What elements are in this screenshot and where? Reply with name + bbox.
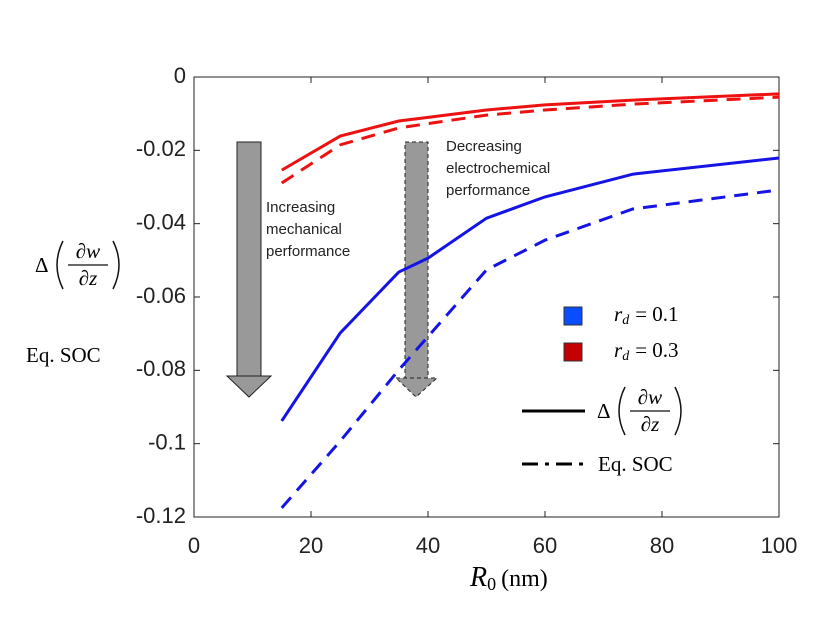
legend-label: Eq. SOC bbox=[598, 452, 673, 476]
y-tick-label: -0.02 bbox=[136, 136, 186, 161]
denominator: ∂z bbox=[641, 412, 660, 436]
label-part: = 0.3 bbox=[635, 338, 678, 362]
label-part: R bbox=[469, 562, 487, 593]
label-part: 0 bbox=[487, 574, 496, 594]
legend-swatch bbox=[563, 306, 583, 326]
label-part: = 0.1 bbox=[635, 302, 678, 326]
numerator: ∂w bbox=[76, 239, 100, 263]
x-tick-label: 20 bbox=[299, 533, 323, 558]
data-line bbox=[280, 95, 780, 185]
legend-label: Δ ∂w ∂z bbox=[597, 385, 682, 436]
x-tick-label: 60 bbox=[533, 533, 557, 558]
numerator: ∂w bbox=[638, 385, 662, 409]
label-part: (nm) bbox=[501, 566, 548, 592]
y-label-2: Eq. SOC bbox=[26, 343, 101, 367]
label-part: d bbox=[622, 349, 630, 364]
y-tick-label: -0.1 bbox=[148, 429, 186, 454]
x-tick-label: 100 bbox=[761, 533, 798, 558]
y-tick-label: -0.06 bbox=[136, 283, 186, 308]
denominator: ∂z bbox=[79, 266, 98, 290]
x-label: R0 (nm) bbox=[469, 562, 548, 594]
legend-swatch bbox=[563, 342, 583, 362]
arrow-electrochemical bbox=[394, 141, 439, 398]
paren bbox=[112, 240, 120, 290]
data-line bbox=[280, 156, 780, 422]
y-tick-label: 0 bbox=[174, 63, 186, 88]
plot-area bbox=[193, 76, 780, 518]
y-tick-label: -0.08 bbox=[136, 356, 186, 381]
annotation: mechanical bbox=[266, 221, 342, 238]
paren bbox=[618, 386, 626, 436]
legend-label: rd = 0.1 bbox=[614, 302, 679, 328]
y-tick-label: -0.04 bbox=[136, 209, 186, 234]
paren bbox=[674, 386, 682, 436]
y-label: Δ ∂w ∂z bbox=[35, 239, 120, 290]
y-tick-label: -0.12 bbox=[136, 503, 186, 528]
x-tick-label: 80 bbox=[650, 533, 674, 558]
arrow-mechanical bbox=[225, 141, 273, 398]
label-part: r bbox=[614, 338, 623, 362]
operator: Δ bbox=[35, 253, 49, 277]
annotation: performance bbox=[446, 182, 530, 199]
data-line bbox=[280, 92, 780, 172]
paren bbox=[56, 240, 64, 290]
x-tick-label: 40 bbox=[416, 533, 440, 558]
label-part: d bbox=[622, 313, 630, 328]
legend-label: rd = 0.3 bbox=[614, 338, 679, 364]
label-part: r bbox=[614, 302, 623, 326]
annotation: performance bbox=[266, 243, 350, 260]
annotation: electrochemical bbox=[446, 160, 550, 177]
data-line bbox=[280, 188, 780, 509]
operator: Δ bbox=[597, 399, 611, 423]
x-tick-label: 0 bbox=[188, 533, 200, 558]
annotation: Increasing bbox=[266, 199, 335, 216]
annotation: Decreasing bbox=[446, 138, 522, 155]
